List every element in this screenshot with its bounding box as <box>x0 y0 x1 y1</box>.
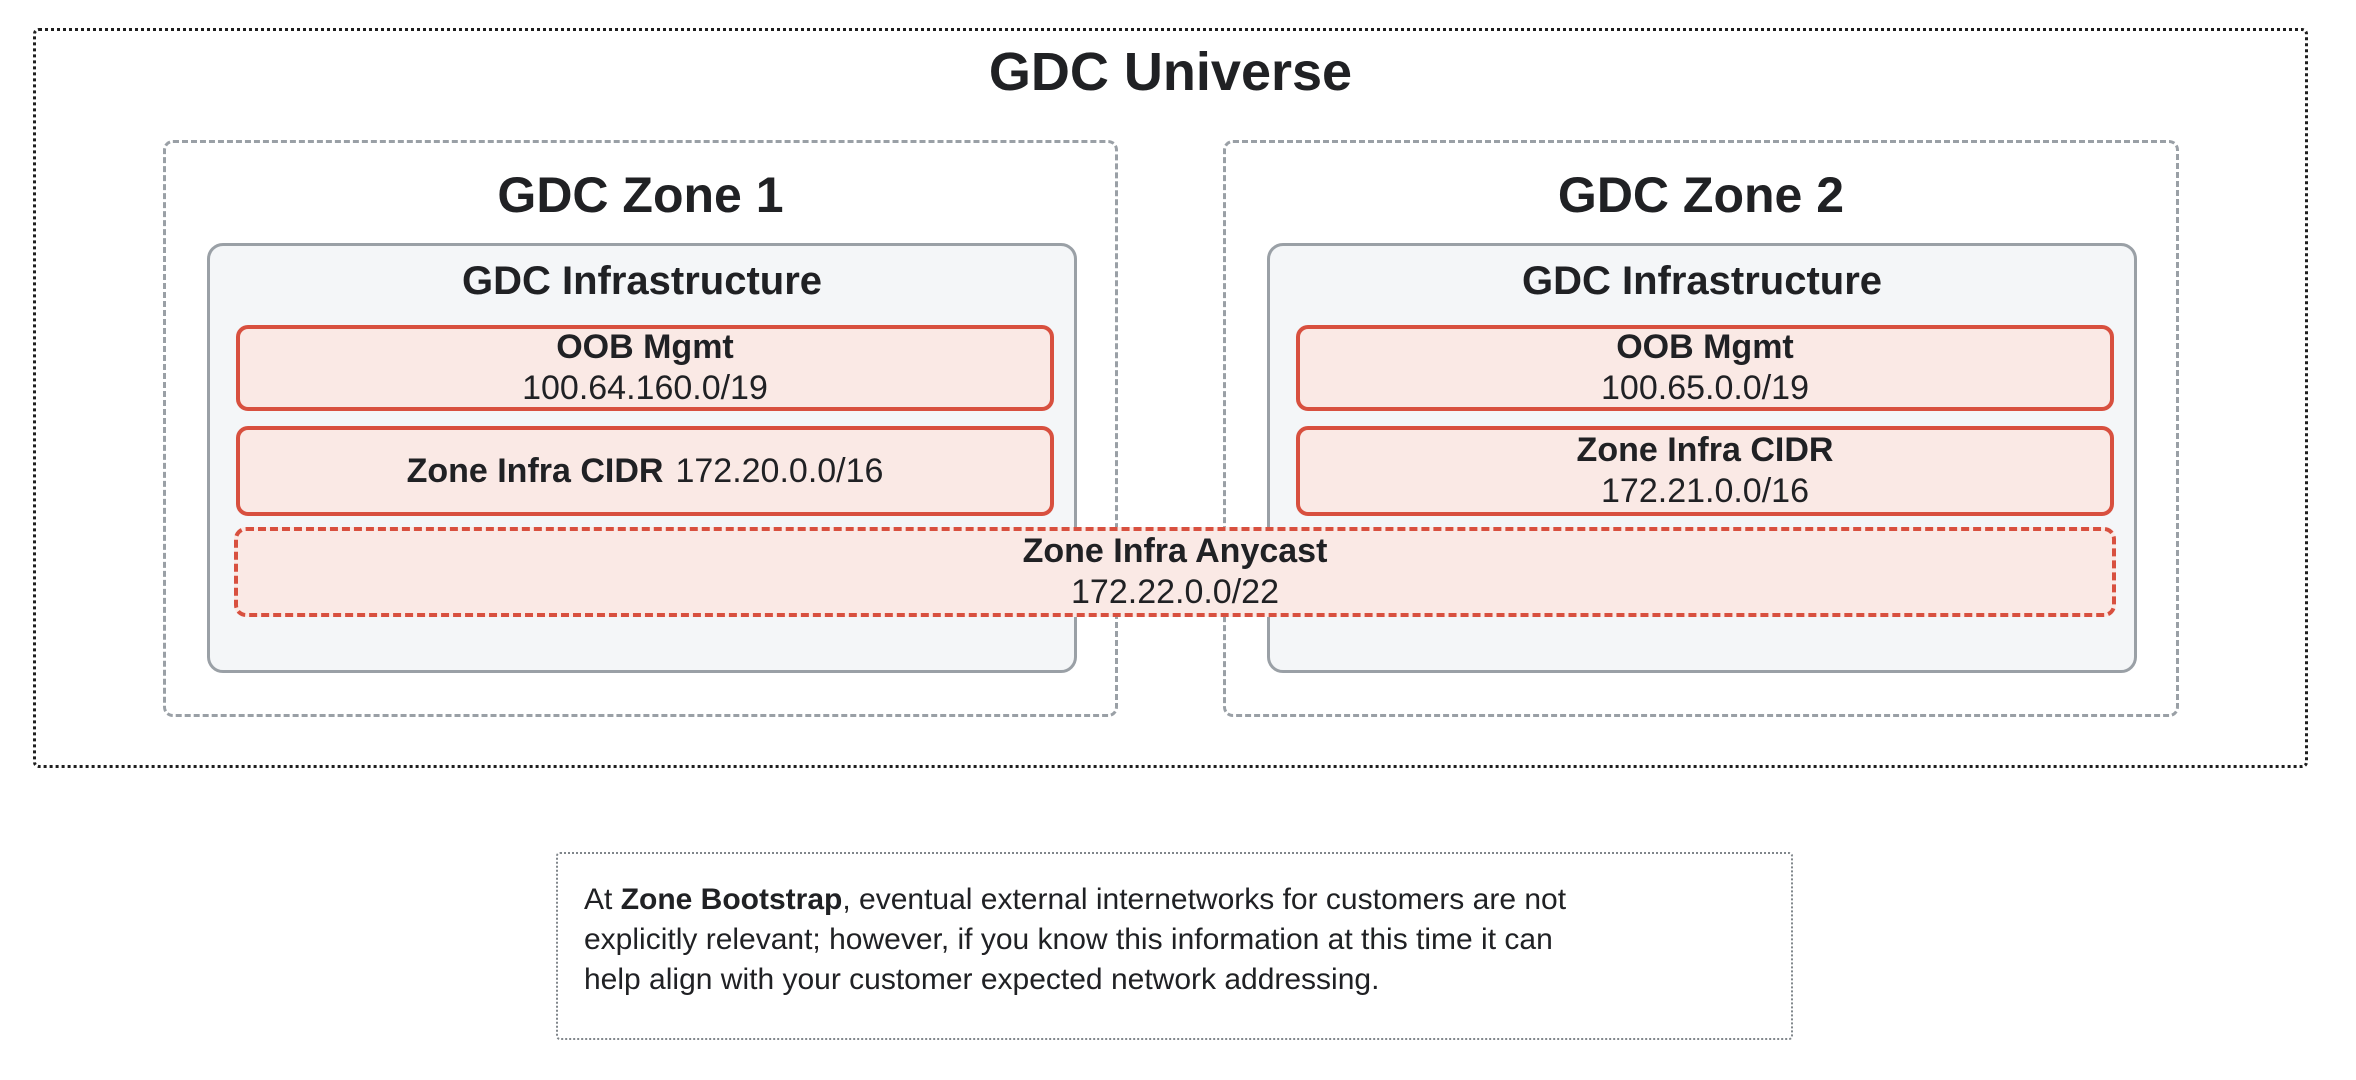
zone-infra-anycast-cidr: 172.22.0.0/22 <box>1071 573 1279 611</box>
zone-infra-anycast-label: Zone Infra Anycast <box>1022 532 1328 570</box>
zone-1-infra-cidr-label: Zone Infra CIDR <box>406 451 664 490</box>
note-line-3: help align with your customer expected n… <box>584 963 1380 996</box>
zone-1-infrastructure-title: GDC Infrastructure <box>461 259 823 303</box>
zone-1-infra-cidr-line: Zone Infra CIDR 172.20.0.0/16 <box>407 451 884 492</box>
zone-1-infra-cidr-box: Zone Infra CIDR 172.20.0.0/16 <box>236 426 1054 516</box>
gdc-zone-1-title: GDC Zone 1 <box>497 167 784 223</box>
zone-2-oob-mgmt-box: OOB Mgmt 100.65.0.0/19 <box>1296 325 2114 411</box>
zone-1-oob-mgmt-box: OOB Mgmt 100.64.160.0/19 <box>236 325 1054 411</box>
zone-2-infrastructure-title: GDC Infrastructure <box>1521 259 1883 303</box>
gdc-universe-title: GDC Universe <box>988 42 1353 102</box>
gdc-zone-2-title: GDC Zone 2 <box>1557 167 1845 223</box>
gdc-universe-box <box>33 28 2308 768</box>
gdc-zone-2-box: GDC Zone 2 <box>1223 140 2179 717</box>
zone-bootstrap-note: At Zone Bootstrap, eventual external int… <box>556 852 1793 1040</box>
zone-1-oob-mgmt-label: OOB Mgmt <box>556 328 734 366</box>
zone-2-infra-cidr-label: Zone Infra CIDR <box>1576 431 1834 469</box>
zone-1-infra-cidr-value: 172.20.0.0/16 <box>675 451 884 490</box>
zone-1-oob-mgmt-cidr: 100.64.160.0/19 <box>522 369 768 407</box>
note-bold-phrase: Zone Bootstrap <box>620 883 843 916</box>
note-line-2: explicitly relevant; however, if you kno… <box>584 923 1553 956</box>
note-line-1: At Zone Bootstrap, eventual external int… <box>584 883 1567 916</box>
zone-2-oob-mgmt-label: OOB Mgmt <box>1616 328 1794 366</box>
zone-infra-anycast-box: Zone Infra Anycast 172.22.0.0/22 <box>234 527 2116 617</box>
zone-2-infra-cidr-box: Zone Infra CIDR 172.21.0.0/16 <box>1296 426 2114 516</box>
zone-2-oob-mgmt-cidr: 100.65.0.0/19 <box>1601 369 1809 407</box>
gdc-zone-1-box: GDC Zone 1 <box>163 140 1118 717</box>
zone-2-infra-cidr-value: 172.21.0.0/16 <box>1601 472 1809 510</box>
